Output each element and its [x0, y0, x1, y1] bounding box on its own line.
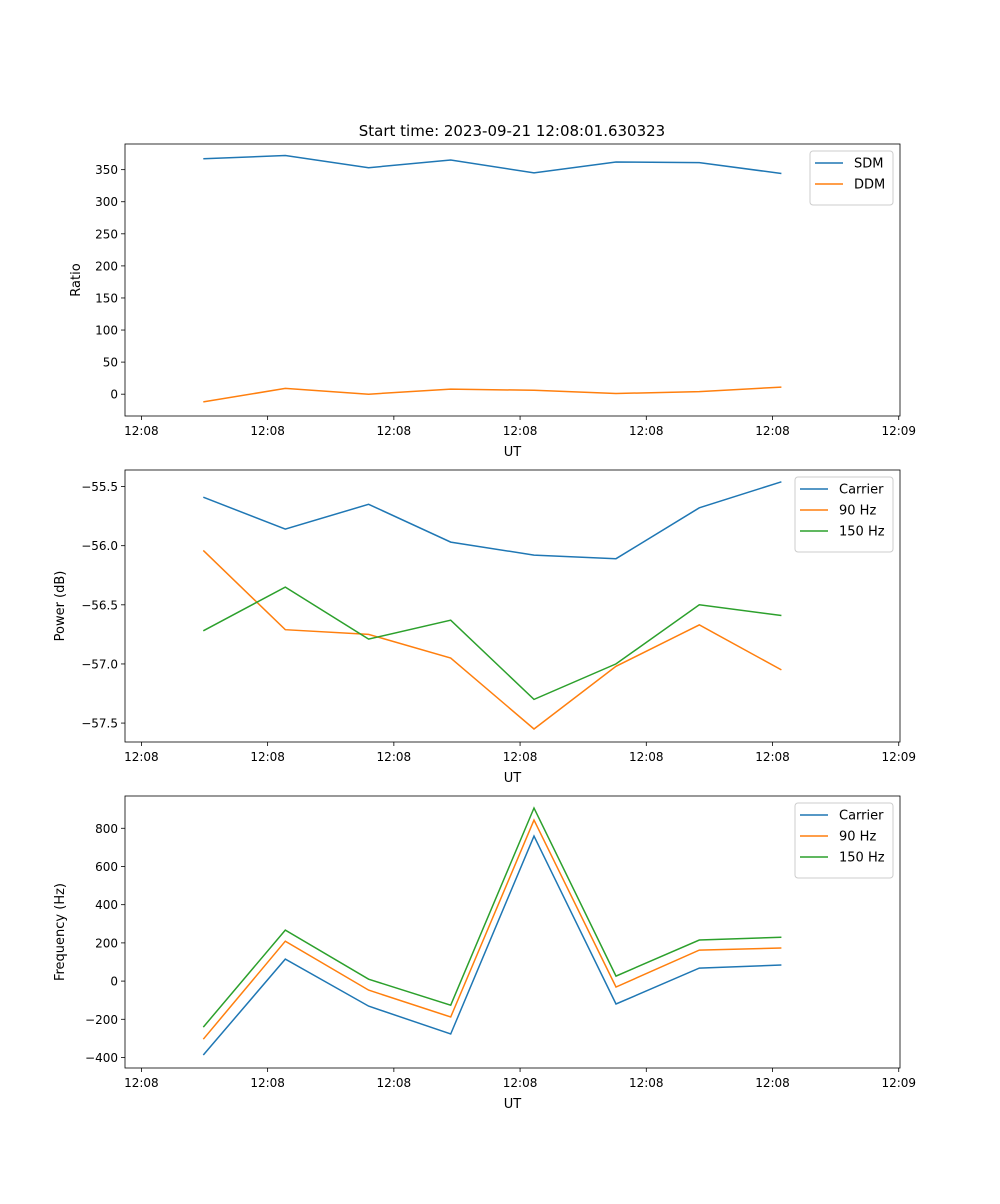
subplot-1: 12:08 12:08 12:08 12:08 12:08 12:08 12:09 UT 0 50…: [69, 143, 916, 460]
figure-title: Start time: 2023-09-21 12:08:01.630323: [359, 122, 665, 140]
y-tick-label: 300: [95, 195, 118, 209]
legend-label: 90 Hz: [839, 504, 876, 519]
x-tick-label: 12:08: [503, 750, 538, 764]
x-axis-label: UT: [504, 771, 522, 786]
y-tick-label: −57.5: [81, 717, 118, 731]
series-line-90-hz: [202, 818, 782, 1040]
x-axis-label: UT: [504, 445, 522, 460]
x-tick-label: 12:08: [629, 1076, 664, 1090]
y-tick-label: −200: [85, 1013, 118, 1027]
axes-frame: [124, 143, 901, 417]
x-tick-label: 12:09: [881, 424, 916, 438]
series-line-carrier: [203, 481, 782, 560]
legend-label: SDM: [854, 157, 883, 172]
y-tick-label: −56.0: [81, 539, 118, 553]
x-tick-label: 12:08: [377, 750, 412, 764]
y-tick-label: 200: [95, 936, 118, 950]
x-tick-label: 12:08: [755, 424, 790, 438]
y-axis-label: Frequency (Hz): [53, 883, 68, 981]
legend-label: 150 Hz: [839, 851, 885, 866]
y-tick-label: 800: [95, 822, 118, 836]
x-tick-label: 12:08: [250, 1076, 285, 1090]
x-tick-label: 12:08: [503, 424, 538, 438]
series-line-carrier: [202, 834, 782, 1056]
legend-label: 150 Hz: [839, 525, 885, 540]
series-line-sdm: [203, 154, 782, 175]
y-tick-label: −57.0: [81, 657, 118, 671]
x-axis-label: UT: [504, 1097, 522, 1112]
x-tick-label: 12:08: [124, 1076, 159, 1090]
legend-box: [794, 476, 894, 553]
x-tick-label: 12:08: [629, 424, 664, 438]
y-tick-label: 100: [95, 324, 118, 338]
series-line-150-hz: [202, 806, 782, 1028]
x-tick-label: 12:08: [124, 424, 159, 438]
legend-label: Carrier: [839, 809, 884, 824]
x-tick-label: 12:08: [124, 750, 159, 764]
x-tick-label: 12:09: [881, 1076, 916, 1090]
x-tick-label: 12:08: [250, 424, 285, 438]
y-tick-label: −400: [85, 1051, 118, 1065]
legend: Carrier 90 Hz 150 Hz: [794, 476, 894, 553]
x-tick-label: 12:08: [755, 750, 790, 764]
x-tick-label: 12:08: [377, 1076, 412, 1090]
y-tick-label: 200: [95, 259, 118, 273]
x-tick-label: 12:08: [377, 424, 412, 438]
y-tick-label: 350: [95, 163, 118, 177]
x-tick-label: 12:08: [755, 1076, 790, 1090]
legend-label: DDM: [854, 178, 885, 193]
legend: Carrier 90 Hz 150 Hz: [794, 802, 894, 879]
axes-frame: [124, 469, 901, 743]
y-tick-label: 600: [95, 860, 118, 874]
y-tick-label: 150: [95, 291, 118, 305]
series-line-150-hz: [202, 586, 782, 701]
series-line-90-hz: [202, 549, 782, 730]
legend-box: [809, 150, 894, 206]
legend: SDM DDM: [809, 150, 894, 206]
y-axis-label: Ratio: [69, 263, 84, 296]
y-axis-label: Power (dB): [53, 571, 68, 642]
series-line-ddm: [203, 386, 782, 403]
y-tick-label: 0: [110, 388, 118, 402]
y-tick-label: −55.5: [81, 480, 118, 494]
y-tick-label: 250: [95, 227, 118, 241]
x-tick-label: 12:08: [250, 750, 285, 764]
legend-label: Carrier: [839, 483, 884, 498]
axes-frame: [124, 795, 901, 1069]
x-tick-label: 12:08: [503, 1076, 538, 1090]
subplot-2: 12:08 12:08 12:08 12:08 12:08 12:08 12:09 UT −55…: [53, 469, 916, 786]
x-tick-label: 12:09: [881, 750, 916, 764]
y-tick-label: 50: [103, 356, 118, 370]
y-tick-label: −56.5: [81, 598, 118, 612]
legend-box: [794, 802, 894, 879]
y-tick-label: 400: [95, 898, 118, 912]
y-tick-label: 0: [110, 975, 118, 989]
subplot-3: 12:08 12:08 12:08 12:08 12:08 12:08 12:09 UT −40…: [53, 795, 916, 1112]
x-tick-label: 12:08: [629, 750, 664, 764]
legend-label: 90 Hz: [839, 830, 876, 845]
